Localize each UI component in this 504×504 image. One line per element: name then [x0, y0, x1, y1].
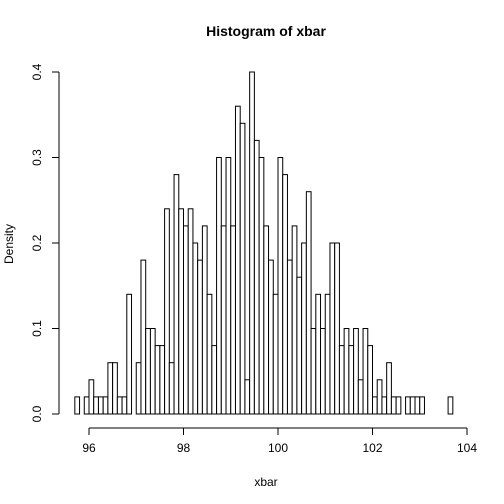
x-tick-label: 102 [362, 441, 382, 455]
histogram-bar [390, 396, 397, 415]
y-tick-label: 0.1 [30, 320, 44, 337]
histogram-bar [211, 345, 218, 415]
histogram-bar [244, 379, 251, 415]
histogram-bar [140, 259, 147, 415]
histogram-bar [338, 345, 345, 415]
histogram-bar [187, 208, 194, 415]
histogram-bar [183, 225, 189, 415]
x-axis-label: xbar [254, 475, 277, 489]
y-axis-label: Density [2, 224, 16, 264]
histogram-bar [107, 362, 114, 415]
histogram-bar [376, 379, 383, 415]
histogram-bar [353, 328, 359, 415]
y-tick-label: 0.2 [30, 234, 44, 251]
histogram-bar [164, 208, 170, 415]
histogram-bar [272, 293, 279, 415]
histogram-bar [216, 157, 222, 415]
histogram-bar [173, 174, 180, 415]
histogram-bar [329, 242, 336, 415]
histogram-bar [197, 259, 203, 415]
histogram-bar [126, 293, 133, 415]
histogram-bar [357, 379, 364, 415]
histogram-bar [409, 396, 416, 415]
histogram-bar [277, 157, 284, 415]
histogram-bar [381, 396, 388, 415]
y-tick-label: 0.3 [30, 149, 44, 166]
histogram-bar [315, 293, 322, 415]
histogram-bar [268, 259, 274, 415]
histogram-bar [178, 208, 184, 415]
histogram-bar [334, 242, 340, 415]
histogram-bar [286, 259, 293, 415]
histogram-bar [168, 362, 175, 415]
histogram-bar [263, 225, 270, 415]
histogram-bar [419, 396, 425, 415]
x-tick-label: 100 [268, 441, 288, 455]
x-tick-label: 96 [82, 441, 96, 455]
histogram-bar [230, 225, 236, 415]
histogram-bar [258, 157, 265, 415]
histogram-bar [348, 345, 355, 415]
histogram-bar [225, 157, 232, 415]
y-axis: 0.0 0.1 0.2 0.3 0.4 [30, 63, 60, 422]
histogram-bar [220, 225, 227, 415]
histogram-bar [135, 362, 142, 415]
histogram-bar [192, 242, 199, 415]
histogram-bar [372, 396, 378, 415]
histogram-bar [324, 293, 331, 415]
histogram-bar [159, 345, 166, 415]
histogram-bar [83, 396, 90, 415]
histogram-bar [310, 328, 317, 415]
histogram-bar [362, 328, 369, 415]
histogram-bar [395, 396, 402, 415]
histogram-bar [145, 328, 151, 415]
histogram-bar [88, 379, 95, 415]
histogram-bar [206, 293, 213, 415]
y-tick-label: 0.0 [30, 405, 44, 422]
histogram-bar [305, 191, 312, 415]
histogram-bar [386, 362, 392, 415]
histogram-bar [93, 396, 99, 415]
histogram-bar [154, 345, 161, 415]
histogram-bar [239, 122, 246, 415]
histogram-bar [447, 396, 454, 415]
histogram-bar [234, 105, 241, 415]
histogram-bar [102, 396, 109, 415]
histogram-bar [201, 225, 208, 415]
histogram-bar [301, 242, 307, 415]
histogram-bars [74, 71, 454, 415]
histogram-bar [367, 345, 373, 415]
histogram-bar [74, 396, 81, 415]
x-tick-label: 98 [177, 441, 191, 455]
histogram-bar [291, 225, 298, 415]
x-axis: 96 98 100 102 104 [82, 427, 477, 455]
histogram-bar [112, 362, 118, 415]
histogram-bar [320, 328, 326, 415]
histogram-bar [253, 139, 260, 415]
histogram-bar [149, 328, 156, 415]
histogram-bar [97, 396, 104, 415]
histogram-bar [405, 396, 411, 415]
x-tick-label: 104 [457, 441, 477, 455]
histogram-bar [296, 276, 303, 415]
histogram-bar [116, 396, 123, 415]
chart-title: Histogram of xbar [206, 23, 326, 39]
y-tick-label: 0.4 [30, 63, 44, 80]
histogram-bar [249, 71, 255, 415]
histogram-bar [282, 174, 288, 415]
histogram-bar [343, 328, 350, 415]
histogram-bar [414, 396, 421, 415]
histogram-bar [121, 396, 128, 415]
